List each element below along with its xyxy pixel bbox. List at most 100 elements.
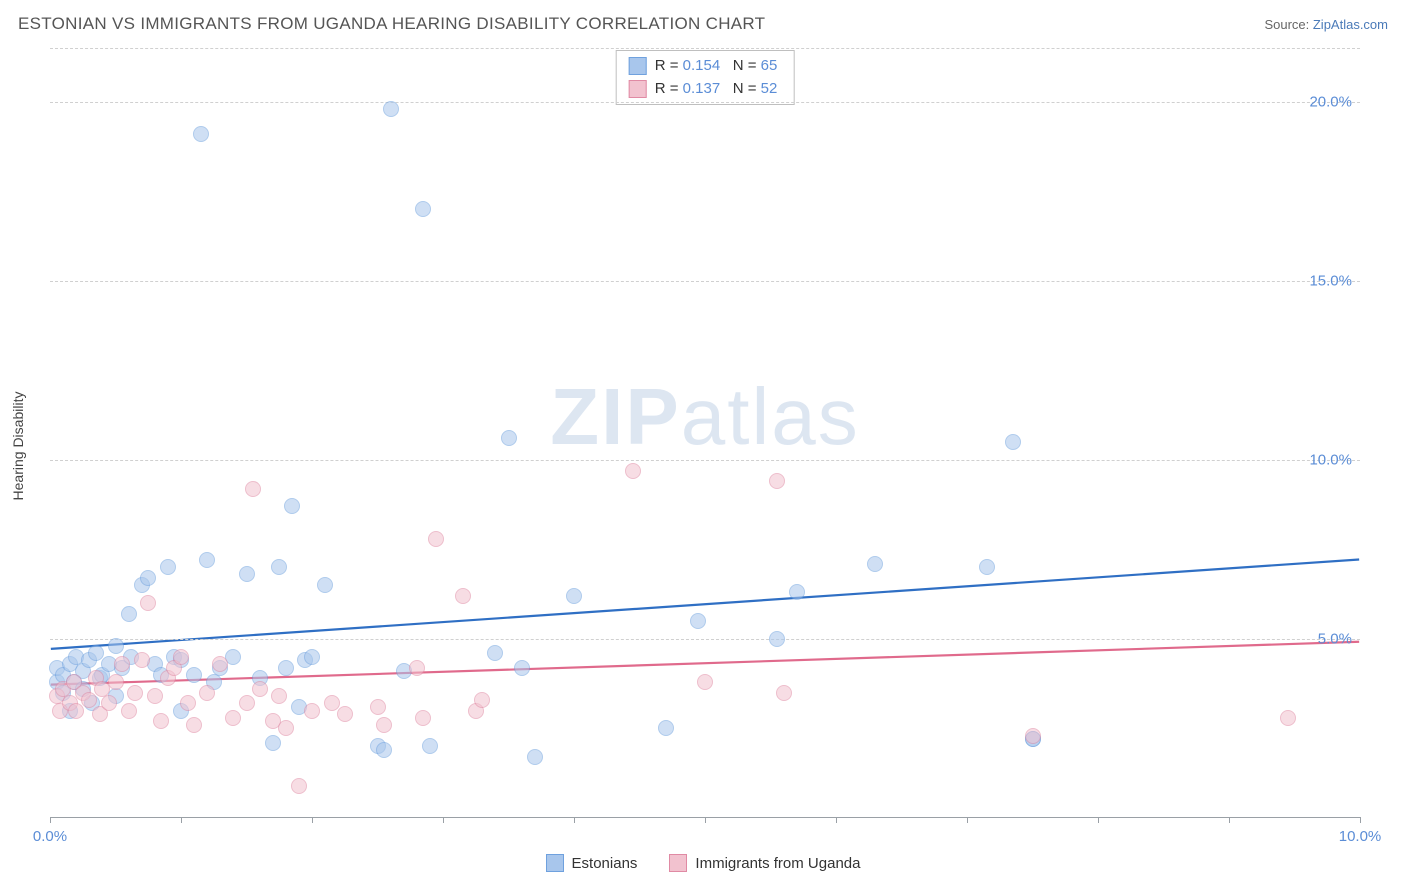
data-point [199, 552, 215, 568]
data-point [697, 674, 713, 690]
source-link[interactable]: ZipAtlas.com [1313, 17, 1388, 32]
data-point [206, 674, 222, 690]
data-point [173, 652, 189, 668]
data-point [337, 706, 353, 722]
data-point [212, 656, 228, 672]
data-point [776, 685, 792, 701]
chart-title: ESTONIAN VS IMMIGRANTS FROM UGANDA HEARI… [18, 14, 765, 34]
data-point [265, 735, 281, 751]
data-point [94, 681, 110, 697]
data-point [173, 703, 189, 719]
data-point [252, 670, 268, 686]
swatch-icon [669, 854, 687, 872]
x-tick-label: 0.0% [33, 828, 67, 845]
data-point [291, 778, 307, 794]
watermark-bold: ZIP [550, 372, 680, 461]
stats-row: R = 0.154 N = 65 [629, 55, 778, 78]
watermark-rest: atlas [681, 372, 860, 461]
x-tick [312, 817, 313, 823]
data-point [566, 588, 582, 604]
data-point [66, 674, 82, 690]
data-point [415, 201, 431, 217]
x-tick [443, 817, 444, 823]
trend-lines [50, 48, 1360, 817]
data-point [166, 649, 182, 665]
x-tick-label: 10.0% [1339, 828, 1382, 845]
data-point [55, 681, 71, 697]
data-point [134, 652, 150, 668]
gridline-h [50, 639, 1360, 640]
data-point [108, 638, 124, 654]
data-point [62, 695, 78, 711]
data-point [474, 692, 490, 708]
data-point [121, 703, 137, 719]
data-point [370, 699, 386, 715]
data-point [422, 738, 438, 754]
stats-legend-box: R = 0.154 N = 65R = 0.137 N = 52 [616, 50, 795, 105]
data-point [225, 649, 241, 665]
data-point [428, 531, 444, 547]
data-point [278, 720, 294, 736]
data-point [166, 660, 182, 676]
data-point [140, 570, 156, 586]
data-point [101, 656, 117, 672]
legend-item: Immigrants from Uganda [669, 854, 860, 872]
data-point [81, 692, 97, 708]
stats-text: R = 0.137 N = 52 [655, 78, 778, 101]
data-point [121, 606, 137, 622]
plot-area: ZIPatlas R = 0.154 N = 65R = 0.137 N = 5… [50, 48, 1360, 818]
chart-container: ESTONIAN VS IMMIGRANTS FROM UGANDA HEARI… [0, 0, 1406, 892]
x-tick [181, 817, 182, 823]
data-point [92, 670, 108, 686]
data-point [186, 717, 202, 733]
data-point [108, 688, 124, 704]
data-point [193, 126, 209, 142]
data-point [114, 656, 130, 672]
data-point [1025, 728, 1041, 744]
y-tick-label: 5.0% [1318, 630, 1352, 647]
x-tick [50, 817, 51, 823]
watermark: ZIPatlas [550, 371, 859, 463]
data-point [658, 720, 674, 736]
data-point [867, 556, 883, 572]
bottom-legend: Estonians Immigrants from Uganda [0, 854, 1406, 872]
data-point [75, 685, 91, 701]
data-point [88, 645, 104, 661]
x-tick [1229, 817, 1230, 823]
data-point [49, 674, 65, 690]
data-point [291, 699, 307, 715]
y-tick-label: 20.0% [1309, 93, 1352, 110]
y-tick-label: 10.0% [1309, 451, 1352, 468]
y-axis-label: Hearing Disability [10, 392, 26, 501]
legend-item: Estonians [546, 854, 638, 872]
data-point [101, 695, 117, 711]
data-point [68, 649, 84, 665]
y-tick-label: 15.0% [1309, 272, 1352, 289]
data-point [49, 688, 65, 704]
data-point [383, 101, 399, 117]
data-point [415, 710, 431, 726]
gridline-h [50, 48, 1360, 49]
data-point [114, 660, 130, 676]
title-bar: ESTONIAN VS IMMIGRANTS FROM UGANDA HEARI… [18, 14, 1388, 34]
data-point [81, 652, 97, 668]
data-point [487, 645, 503, 661]
data-point [370, 738, 386, 754]
data-point [160, 559, 176, 575]
trend-line [51, 642, 1359, 685]
source-attr: Source: ZipAtlas.com [1264, 17, 1388, 32]
x-tick [1098, 817, 1099, 823]
data-point [271, 688, 287, 704]
data-point [297, 652, 313, 668]
data-point [625, 463, 641, 479]
data-point [317, 577, 333, 593]
data-point [409, 660, 425, 676]
data-point [62, 656, 78, 672]
data-point [55, 667, 71, 683]
data-point [304, 703, 320, 719]
data-point [1025, 731, 1041, 747]
data-point [75, 681, 91, 697]
data-point [1005, 434, 1021, 450]
data-point [225, 710, 241, 726]
data-point [514, 660, 530, 676]
